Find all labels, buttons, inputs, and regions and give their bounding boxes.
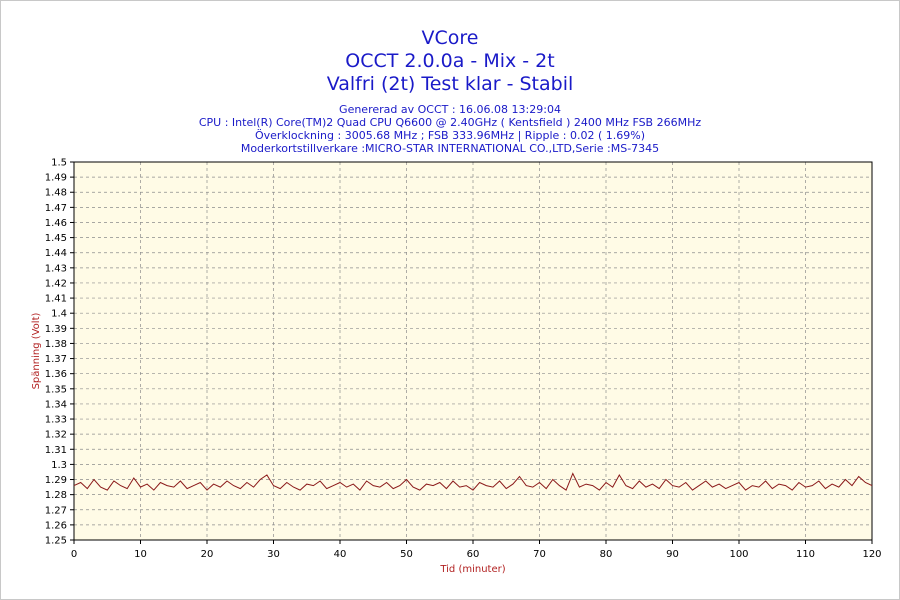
y-tick-label: 1.38 [45,339,67,350]
y-tick-label: 1.31 [45,445,67,456]
x-tick-label: 40 [334,549,347,560]
x-tick-label: 90 [666,549,679,560]
y-tick-label: 1.34 [45,399,67,410]
plot-border [73,161,873,541]
y-tick-label: 1.29 [45,475,67,486]
x-tick-label: 30 [267,549,280,560]
y-tick-label: 1.44 [45,248,67,259]
x-tick-label: 100 [729,549,748,560]
y-tick-label: 1.42 [45,278,67,289]
y-tick-label: 1.32 [45,430,67,441]
info-generated: Genererad av OCCT : 16.06.08 13:29:04 [339,103,561,116]
x-tick-label: 50 [400,549,413,560]
y-tick-label: 1.46 [45,218,67,229]
info-overclock: Överklockning : 3005.68 MHz ; FSB 333.96… [254,129,646,142]
y-tick-label: 1.41 [45,294,67,305]
x-tick-label: 10 [134,549,147,560]
y-tick-label: 1.5 [51,158,67,169]
x-tick-label: 80 [600,549,613,560]
vcore-series-line [73,472,873,491]
y-tick-label: 1.45 [45,233,67,244]
y-tick-label: 1.28 [45,490,67,501]
grid-lines [74,162,872,540]
x-tick-label: 110 [796,549,815,560]
y-tick-label: 1.35 [45,384,67,395]
y-tick-label: 1.4 [51,309,67,320]
axes [70,161,873,544]
chart-subtitle-1: OCCT 2.0.0a - Mix - 2t [345,50,555,72]
y-tick-label: 1.49 [45,173,67,184]
y-tick-label: 1.47 [45,203,67,214]
y-tick-label: 1.43 [45,263,67,274]
x-tick-label: 120 [862,549,881,560]
y-tick-label: 1.48 [45,188,67,199]
y-tick-label: 1.27 [45,505,67,516]
y-tick-label: 1.3 [51,460,67,471]
x-tick-label: 20 [201,549,214,560]
x-axis-label: Tid (minuter) [439,564,505,575]
y-tick-label: 1.39 [45,324,67,335]
y-tick-label: 1.37 [45,354,67,365]
chart-title: VCore [421,27,479,49]
x-tick-labels: 0 10 20 30 40 50 60 70 80 90 100 110 120 [71,549,882,560]
y-axis-label: Spänning (Volt) [31,312,42,389]
series-group [73,472,873,491]
x-tick-label: 70 [533,549,546,560]
x-tick-label: 60 [467,549,480,560]
chart-subtitle-2: Valfri (2t) Test klar - Stabil [326,73,574,95]
info-motherboard: Moderkortstillverkare :MICRO-STAR INTERN… [240,142,660,155]
y-tick-label: 1.26 [45,520,67,531]
y-tick-label: 1.33 [45,415,67,426]
y-tick-label: 1.25 [45,536,67,547]
info-cpu: CPU : Intel(R) Core(TM)2 Quad CPU Q6600 … [198,116,702,129]
y-tick-labels: 1.5 1.49 1.48 1.47 1.46 1.45 1.44 1.43 1.42 1.41 1… [45,158,67,547]
y-tick-label: 1.36 [45,369,67,380]
x-tick-label: 0 [71,549,77,560]
